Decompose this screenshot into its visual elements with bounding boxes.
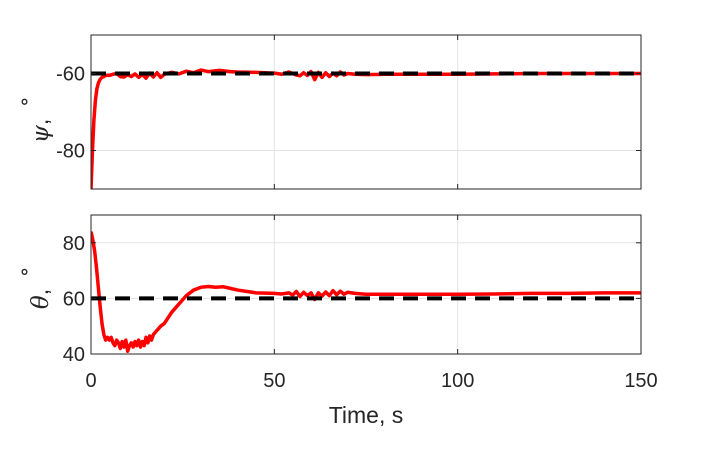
theta-x-ticks: 0 50 100 150 — [85, 215, 658, 392]
psi-axes-box — [90, 34, 642, 190]
psi-comma: , — [27, 119, 53, 125]
theta-symbol: θ — [28, 295, 54, 309]
theta-comma: , — [27, 289, 53, 295]
theta-y-tick-label-1: 60 — [63, 288, 85, 310]
psi-y-label: ψ, ° — [17, 97, 54, 143]
svg-text:θ,°: θ, ° — [17, 267, 54, 309]
theta-x-tick-label-3: 150 — [624, 370, 657, 392]
x-axis-title: Time, s — [329, 402, 404, 428]
theta-panel: 40 60 80 0 50 100 150 θ, ° Time, s — [17, 214, 658, 428]
svg-text:ψ,°: ψ, ° — [17, 97, 54, 143]
psi-panel: -80 -60 ψ, ° — [17, 34, 642, 190]
theta-degree-unit: ° — [17, 267, 41, 277]
theta-y-tick-label-0: 40 — [63, 344, 85, 366]
psi-y-ticks: -80 -60 — [56, 64, 641, 163]
psi-symbol: ψ — [28, 124, 54, 143]
theta-response-line — [91, 231, 641, 353]
theta-y-tick-label-2: 80 — [63, 233, 85, 255]
psi-degree-unit: ° — [17, 97, 41, 107]
psi-y-tick-label-1: -60 — [56, 64, 85, 86]
psi-x-ticks — [90, 35, 642, 189]
theta-series — [91, 231, 641, 353]
theta-y-ticks: 40 60 80 — [63, 233, 641, 366]
psi-series — [91, 68, 641, 189]
theta-y-label: θ, ° — [17, 267, 54, 309]
theta-axes-box — [90, 214, 642, 355]
theta-plot-area — [91, 215, 641, 354]
psi-plot-area — [91, 35, 641, 189]
theta-x-tick-label-2: 100 — [441, 370, 474, 392]
psi-y-tick-label-0: -80 — [56, 141, 85, 163]
theta-x-tick-label-1: 50 — [263, 370, 285, 392]
theta-x-tick-label-0: 0 — [85, 370, 96, 392]
